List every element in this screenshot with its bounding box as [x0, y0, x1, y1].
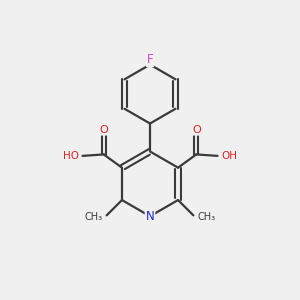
Text: CH₃: CH₃ — [198, 212, 216, 222]
Text: N: N — [146, 210, 154, 223]
Text: CH₃: CH₃ — [84, 212, 102, 222]
Text: O: O — [192, 125, 201, 135]
Text: F: F — [147, 53, 153, 66]
Text: O: O — [99, 125, 108, 135]
Text: HO: HO — [63, 151, 79, 161]
Text: OH: OH — [221, 151, 237, 161]
